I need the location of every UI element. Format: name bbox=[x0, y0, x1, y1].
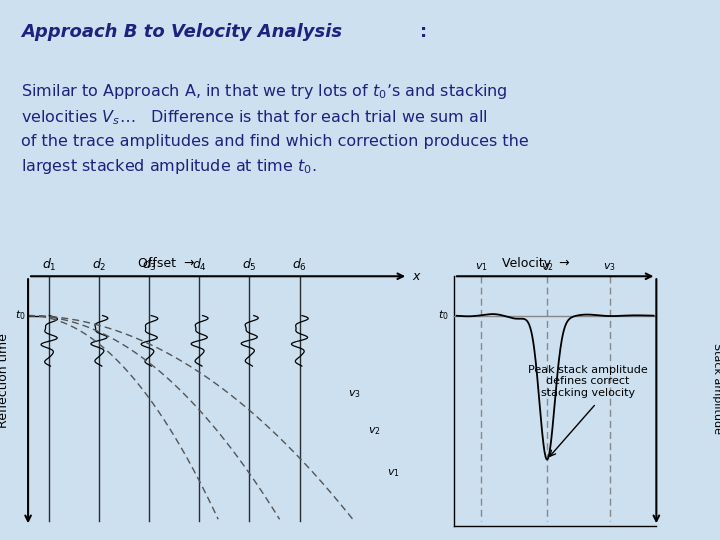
Text: Reflection time: Reflection time bbox=[0, 333, 9, 428]
Text: $v_2$: $v_2$ bbox=[369, 425, 381, 437]
Text: Approach B to Velocity Analysis: Approach B to Velocity Analysis bbox=[22, 23, 343, 40]
Text: $d_6$: $d_6$ bbox=[292, 258, 307, 273]
Text: x: x bbox=[413, 270, 420, 283]
Text: $d_3$: $d_3$ bbox=[142, 258, 156, 273]
Text: $t_0$: $t_0$ bbox=[15, 309, 26, 322]
Text: Peak stack amplitude
defines correct
stacking velocity: Peak stack amplitude defines correct sta… bbox=[528, 364, 648, 398]
Text: $t_0$: $t_0$ bbox=[438, 309, 449, 322]
Text: $v_3$: $v_3$ bbox=[348, 388, 361, 400]
Text: :: : bbox=[420, 23, 427, 40]
Text: Offset  →: Offset → bbox=[138, 256, 194, 269]
Text: $d_1$: $d_1$ bbox=[42, 258, 56, 273]
Text: Similar to Approach A, in that we try lots of $t_0$’s and stacking
velocities $V: Similar to Approach A, in that we try lo… bbox=[22, 82, 529, 176]
Text: $d_5$: $d_5$ bbox=[242, 258, 257, 273]
Text: $d_4$: $d_4$ bbox=[192, 258, 207, 273]
Text: $v_3$: $v_3$ bbox=[603, 262, 616, 273]
Text: $v_1$: $v_1$ bbox=[474, 262, 487, 273]
Text: Stack amplitude: Stack amplitude bbox=[711, 343, 720, 434]
Text: $v_1$: $v_1$ bbox=[387, 467, 400, 479]
Text: $d_2$: $d_2$ bbox=[92, 258, 107, 273]
Text: $v_2$: $v_2$ bbox=[541, 262, 553, 273]
Text: Velocity  →: Velocity → bbox=[502, 256, 570, 269]
